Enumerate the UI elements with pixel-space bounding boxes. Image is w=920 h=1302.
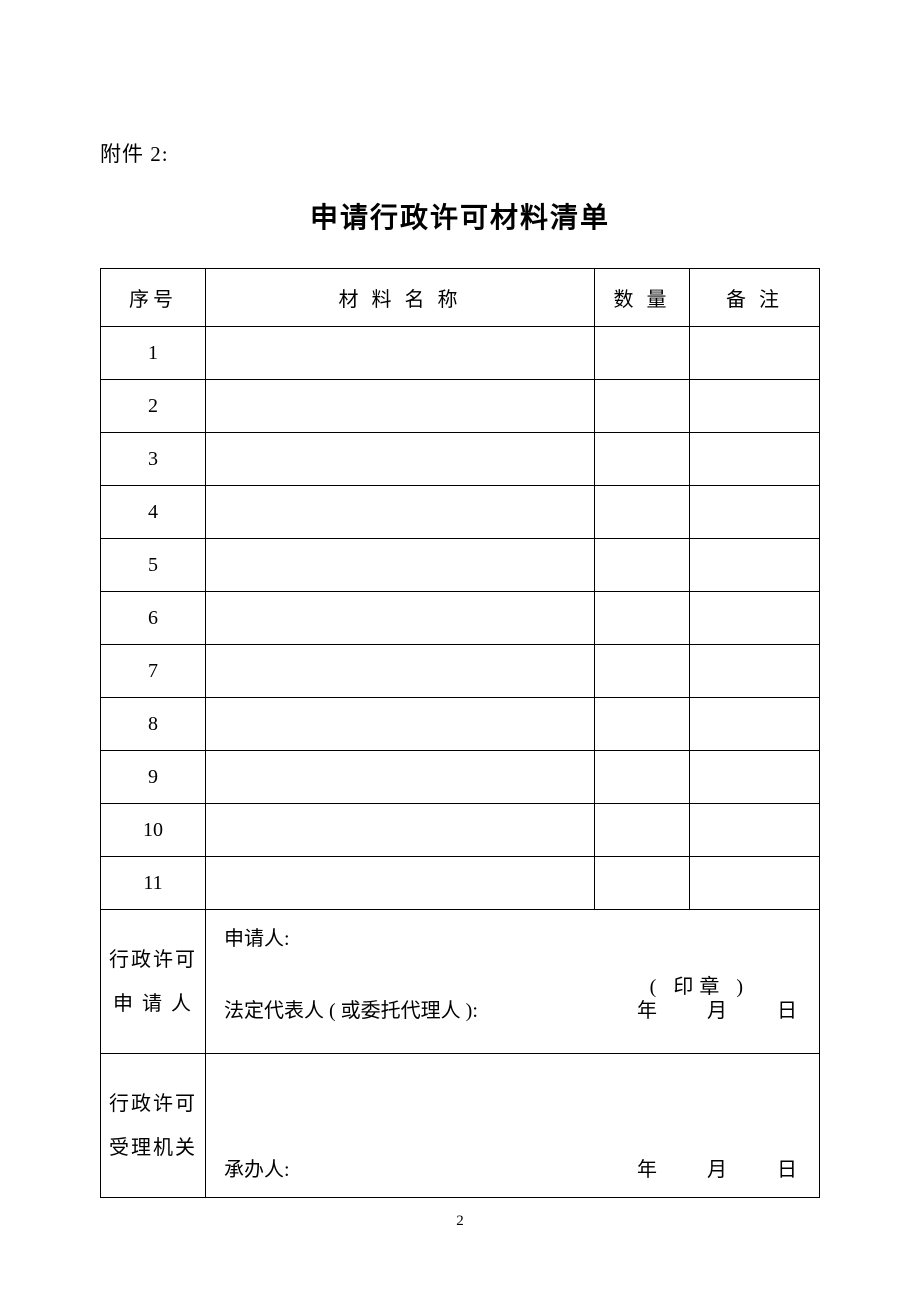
cell-qty	[595, 751, 690, 804]
handler-prefix: 承办人:	[224, 1155, 290, 1185]
cell-seq: 7	[101, 645, 206, 698]
applicant-label-line1: 行政许可	[109, 949, 197, 971]
cell-qty	[595, 486, 690, 539]
cell-name	[206, 327, 595, 380]
applicant-prefix: 申请人:	[224, 924, 799, 954]
cell-qty	[595, 645, 690, 698]
page-number: 2	[0, 1213, 920, 1230]
cell-remark	[690, 645, 820, 698]
table-row: 3	[101, 433, 820, 486]
cell-name	[206, 380, 595, 433]
table-row: 6	[101, 592, 820, 645]
table-row: 7	[101, 645, 820, 698]
col-header-name: 材 料 名 称	[206, 269, 595, 327]
cell-remark	[690, 804, 820, 857]
cell-qty	[595, 698, 690, 751]
cell-remark	[690, 592, 820, 645]
cell-qty	[595, 857, 690, 910]
attachment-label: 附件 2:	[100, 138, 820, 168]
cell-name	[206, 486, 595, 539]
authority-section-row: 行政许可受理机关承办人: 年月日	[101, 1054, 820, 1198]
applicant-label-line2: 申 请 人	[113, 993, 193, 1015]
cell-remark	[690, 486, 820, 539]
cell-seq: 1	[101, 327, 206, 380]
cell-remark	[690, 327, 820, 380]
cell-seq: 2	[101, 380, 206, 433]
page-title: 申请行政许可材料清单	[100, 196, 820, 236]
cell-name	[206, 698, 595, 751]
table-row: 9	[101, 751, 820, 804]
cell-name	[206, 645, 595, 698]
table-row: 4	[101, 486, 820, 539]
cell-name	[206, 539, 595, 592]
table-row: 10	[101, 804, 820, 857]
cell-remark	[690, 433, 820, 486]
representative-prefix: 法定代表人 ( 或委托代理人 ):	[224, 996, 478, 1026]
cell-qty	[595, 804, 690, 857]
cell-qty	[595, 592, 690, 645]
cell-name	[206, 433, 595, 486]
table-row: 1	[101, 327, 820, 380]
applicant-section-row: 行政许可申 请 人申请人:( 印章 )法定代表人 ( 或委托代理人 ):年月日	[101, 910, 820, 1054]
table-header-row: 序号 材 料 名 称 数 量 备 注	[101, 269, 820, 327]
cell-seq: 4	[101, 486, 206, 539]
cell-qty	[595, 380, 690, 433]
col-header-seq: 序号	[101, 269, 206, 327]
col-header-qty: 数 量	[595, 269, 690, 327]
cell-qty	[595, 327, 690, 380]
cell-seq: 10	[101, 804, 206, 857]
applicant-section-label: 行政许可申 请 人	[101, 910, 206, 1054]
cell-qty	[595, 539, 690, 592]
cell-name	[206, 804, 595, 857]
cell-remark	[690, 539, 820, 592]
col-header-remark: 备 注	[690, 269, 820, 327]
cell-remark	[690, 751, 820, 804]
cell-remark	[690, 698, 820, 751]
table-row: 11	[101, 857, 820, 910]
applicant-section-content: 申请人:( 印章 )法定代表人 ( 或委托代理人 ):年月日	[206, 910, 820, 1054]
authority-label-line1: 行政许可	[109, 1093, 197, 1115]
cell-seq: 3	[101, 433, 206, 486]
cell-seq: 11	[101, 857, 206, 910]
cell-name	[206, 592, 595, 645]
document-page: 附件 2: 申请行政许可材料清单 序号 材 料 名 称 数 量 备 注 1234…	[0, 0, 920, 1198]
cell-seq: 8	[101, 698, 206, 751]
cell-remark	[690, 380, 820, 433]
cell-seq: 5	[101, 539, 206, 592]
authority-label-line2: 受理机关	[109, 1137, 197, 1159]
table-row: 5	[101, 539, 820, 592]
table-row: 2	[101, 380, 820, 433]
cell-name	[206, 751, 595, 804]
cell-name	[206, 857, 595, 910]
cell-remark	[690, 857, 820, 910]
cell-qty	[595, 433, 690, 486]
seal-text: ( 印章 )	[650, 972, 749, 1002]
authority-section-label: 行政许可受理机关	[101, 1054, 206, 1198]
cell-seq: 9	[101, 751, 206, 804]
materials-table: 序号 材 料 名 称 数 量 备 注 1234567891011行政许可申 请 …	[100, 268, 820, 1198]
authority-date: 年月日	[589, 1155, 799, 1185]
authority-section-content: 承办人: 年月日	[206, 1054, 820, 1198]
cell-seq: 6	[101, 592, 206, 645]
table-row: 8	[101, 698, 820, 751]
